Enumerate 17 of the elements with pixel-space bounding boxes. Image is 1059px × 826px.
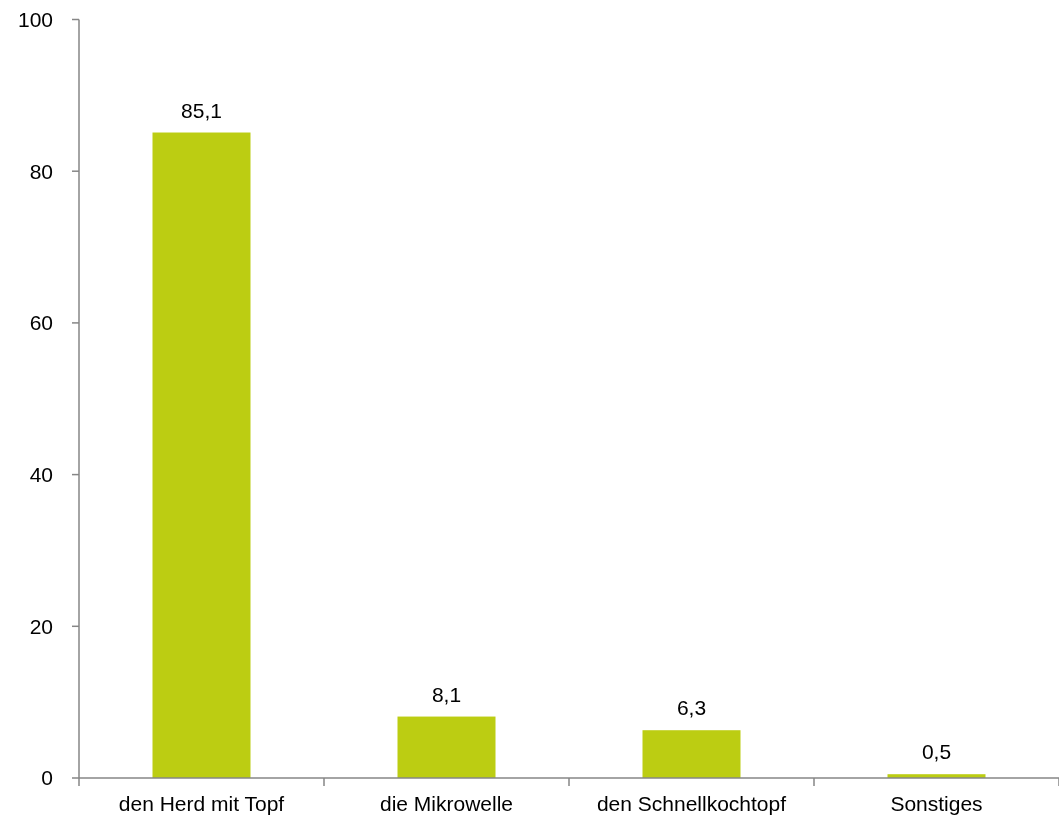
data-label: 8,1 (431, 682, 462, 706)
data-label: 85,1 (181, 98, 222, 122)
y-tick-label: 60 (29, 311, 53, 335)
bar (397, 716, 496, 778)
y-tick-label: 80 (29, 159, 53, 183)
x-tick-label: den Schnellkochtopf (596, 792, 787, 815)
y-tick-label: 20 (29, 614, 53, 638)
y-tick-label: 100 (17, 7, 53, 31)
x-tick-label: den Herd mit Topf (118, 792, 285, 815)
bar (642, 730, 741, 778)
bar (152, 132, 251, 778)
y-tick-label: 40 (29, 462, 53, 486)
x-tick-label: die Mikrowelle (379, 792, 514, 815)
x-tick-label: Sonstiges (890, 792, 983, 815)
y-tick-label: 0 (41, 766, 53, 790)
data-label: 6,3 (676, 696, 707, 720)
data-label: 0,5 (921, 740, 952, 764)
